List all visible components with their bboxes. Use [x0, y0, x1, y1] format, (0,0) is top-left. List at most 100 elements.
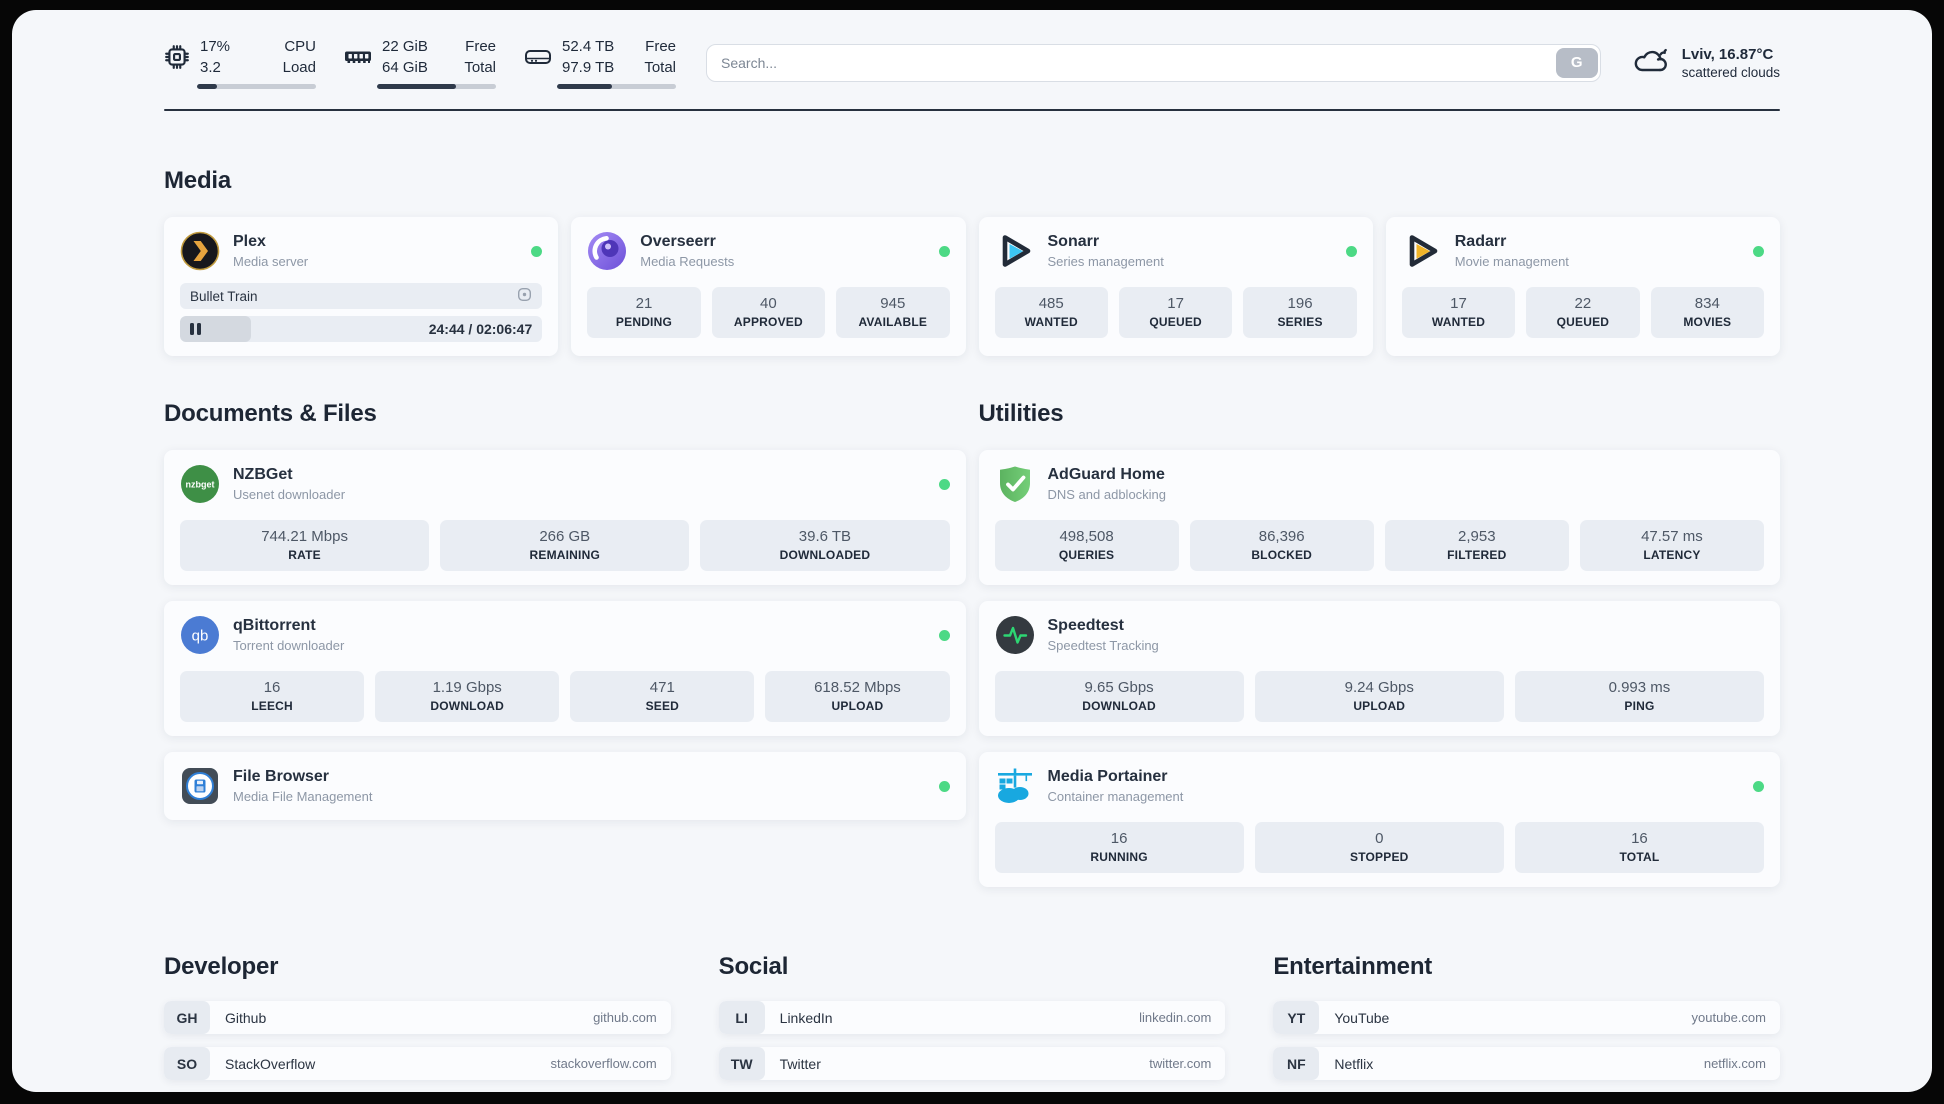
- stat-blocked: 86,396 BLOCKED: [1189, 520, 1374, 571]
- ram-progress-track: [377, 84, 496, 89]
- link-github[interactable]: GH Github github.com: [164, 1001, 671, 1034]
- search-engine-button[interactable]: G: [1555, 47, 1598, 78]
- app-subtitle: Movie management: [1454, 254, 1569, 269]
- svg-text:qb: qb: [192, 628, 209, 645]
- status-dot: [1753, 245, 1764, 257]
- cpu-percent: 17%: [200, 38, 231, 55]
- weather-condition: scattered clouds: [1681, 64, 1780, 80]
- cpu-icon: [164, 44, 190, 70]
- app-card-plex[interactable]: Plex Media server Bullet Train: [164, 217, 559, 356]
- cpu-progress-fill: [197, 84, 218, 89]
- link-url: linkedin.com: [1139, 1010, 1212, 1025]
- links-column-social: Social LI LinkedIn linkedin.com TW Twitt…: [718, 953, 1226, 1092]
- dashboard-page: 17% 3.2 CPU Load: [12, 10, 1932, 1092]
- link-badge: YT: [1273, 1001, 1320, 1034]
- cpu-label: CPU: [284, 38, 316, 55]
- disk-free-label: Free: [645, 38, 676, 55]
- status-dot: [938, 478, 950, 490]
- now-playing-title: Bullet Train: [190, 288, 258, 304]
- status-dot: [1345, 245, 1357, 257]
- stat-total: 16 TOTAL: [1514, 822, 1765, 873]
- stat-upload: 9.24 Gbps UPLOAD: [1254, 671, 1504, 722]
- cpu-progress-track: [197, 84, 316, 89]
- weather-widget[interactable]: Lviv, 16.87°C scattered clouds: [1631, 44, 1780, 81]
- weather-location-temp: Lviv, 16.87°C: [1681, 45, 1774, 63]
- app-card-adguard[interactable]: AdGuard Home DNS and adblocking 498,508 …: [978, 450, 1780, 585]
- cpu-stat: 17% 3.2 CPU Load: [164, 36, 316, 89]
- disk-total-value: 97.9 TB: [562, 59, 615, 76]
- link-youtube[interactable]: YT YouTube youtube.com: [1273, 1001, 1780, 1034]
- system-stats: 17% 3.2 CPU Load: [164, 36, 676, 89]
- stat-queued: 17 QUEUED: [1118, 287, 1233, 338]
- stat-wanted: 17 WANTED: [1401, 287, 1516, 338]
- app-subtitle: Usenet downloader: [233, 487, 346, 502]
- link-stackoverflow[interactable]: SO StackOverflow stackoverflow.com: [164, 1047, 671, 1080]
- radarr-icon: [1402, 231, 1442, 271]
- app-name: Media Portainer: [1047, 768, 1168, 785]
- ram-stat: 22 GiB 64 GiB Free Total: [344, 36, 496, 89]
- app-subtitle: Speedtest Tracking: [1047, 638, 1159, 653]
- link-badge: TW: [718, 1047, 765, 1080]
- links-column-developer: Developer GH Github github.com SO StackO…: [164, 953, 671, 1092]
- link-url: youtube.com: [1691, 1010, 1766, 1025]
- app-subtitle: Series management: [1047, 254, 1164, 269]
- app-name: Overseerr: [640, 233, 716, 250]
- links-column-entertainment: Entertainment YT YouTube youtube.com NF …: [1273, 953, 1780, 1092]
- app-name: Plex: [233, 233, 266, 250]
- section-title-media: Media: [164, 167, 232, 194]
- app-card-speedtest[interactable]: Speedtest Speedtest Tracking 9.65 Gbps D…: [978, 601, 1780, 736]
- top-bar: 17% 3.2 CPU Load: [164, 36, 1780, 89]
- link-linkedin[interactable]: LI LinkedIn linkedin.com: [718, 1001, 1226, 1034]
- ram-total-label: Total: [464, 59, 496, 76]
- app-name: NZBGet: [233, 466, 293, 483]
- link-url: twitter.com: [1149, 1056, 1212, 1071]
- stat-queued: 22 QUEUED: [1526, 287, 1640, 338]
- app-subtitle: Media server: [233, 254, 309, 269]
- stat-remaining: 266 GB REMAINING: [440, 520, 690, 571]
- stat-queries: 498,508 QUERIES: [994, 520, 1179, 571]
- status-dot: [938, 780, 950, 792]
- ram-icon: [344, 46, 372, 68]
- link-url: stackoverflow.com: [550, 1056, 657, 1071]
- app-card-portainer[interactable]: Media Portainer Container management 16 …: [978, 752, 1780, 887]
- link-netflix[interactable]: NF Netflix netflix.com: [1273, 1047, 1780, 1080]
- stat-stopped: 0 STOPPED: [1254, 822, 1504, 873]
- svg-text:nzbget: nzbget: [186, 480, 215, 490]
- portainer-icon: [995, 766, 1035, 806]
- stat-running: 16 RUNNING: [994, 822, 1244, 873]
- playback-progress-bar[interactable]: 24:44 / 02:06:47: [180, 316, 543, 342]
- stat-upload: 618.52 Mbps UPLOAD: [765, 671, 950, 722]
- app-card-qbittorrent[interactable]: qb qBittorrent Torrent downloader 16 LEE…: [164, 601, 966, 736]
- link-label: LinkedIn: [779, 1009, 833, 1026]
- stat-seed: 471 SEED: [570, 671, 755, 722]
- link-twitter[interactable]: TW Twitter twitter.com: [718, 1047, 1226, 1080]
- pause-icon[interactable]: [190, 323, 201, 335]
- stat-wanted: 485 WANTED: [994, 287, 1108, 338]
- app-subtitle: DNS and adblocking: [1047, 487, 1167, 502]
- app-card-nzbget[interactable]: nzbget NZBGet Usenet downloader 744.21 M…: [164, 450, 966, 585]
- app-name: AdGuard Home: [1047, 466, 1165, 483]
- search-input[interactable]: [709, 54, 1556, 71]
- section-title-utilities: Utilities: [978, 400, 1064, 427]
- app-card-overseerr[interactable]: Overseerr Media Requests 21 PENDING 40 A…: [571, 217, 966, 356]
- app-card-filebrowser[interactable]: File Browser Media File Management: [164, 752, 966, 820]
- stat-pending: 21 PENDING: [587, 287, 701, 338]
- link-badge: NF: [1273, 1047, 1320, 1080]
- section-title-social: Social: [718, 953, 789, 980]
- media-grid: Plex Media server Bullet Train: [164, 217, 1780, 356]
- stat-download: 9.65 Gbps DOWNLOAD: [994, 671, 1244, 722]
- ram-free-label: Free: [465, 38, 496, 55]
- link-label: Github: [225, 1009, 267, 1026]
- disk-free-value: 52.4 TB: [562, 38, 615, 55]
- link-url: github.com: [593, 1010, 657, 1025]
- app-card-radarr[interactable]: Radarr Movie management 17 WANTED 22 QUE…: [1385, 217, 1780, 356]
- app-subtitle: Media File Management: [233, 789, 373, 804]
- status-dot: [531, 245, 543, 257]
- playback-time: 24:44 / 02:06:47: [428, 321, 533, 337]
- video-session-icon: [517, 287, 532, 305]
- app-subtitle: Torrent downloader: [233, 638, 345, 653]
- app-name: File Browser: [233, 768, 330, 785]
- cloud-icon: [1631, 44, 1671, 81]
- plex-icon: [180, 231, 220, 271]
- app-card-sonarr[interactable]: Sonarr Series management 485 WANTED 17 Q…: [978, 217, 1373, 356]
